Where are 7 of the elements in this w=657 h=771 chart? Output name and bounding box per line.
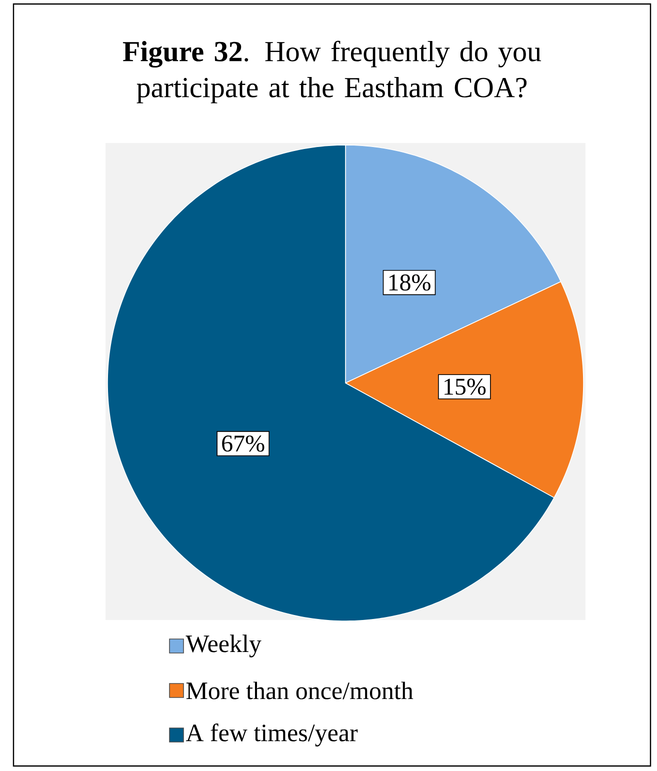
data-label: 18% xyxy=(390,274,431,291)
legend-label: Weekly xyxy=(186,634,262,658)
legend-label: A few times/year xyxy=(186,724,358,747)
legend-label: More than once/month xyxy=(186,682,414,700)
data-label: 15% xyxy=(444,378,486,395)
data-label: 67% xyxy=(222,435,264,452)
chart-title: Figure 32. How frequently do you participate at the Eastham COA? xyxy=(123,40,542,104)
